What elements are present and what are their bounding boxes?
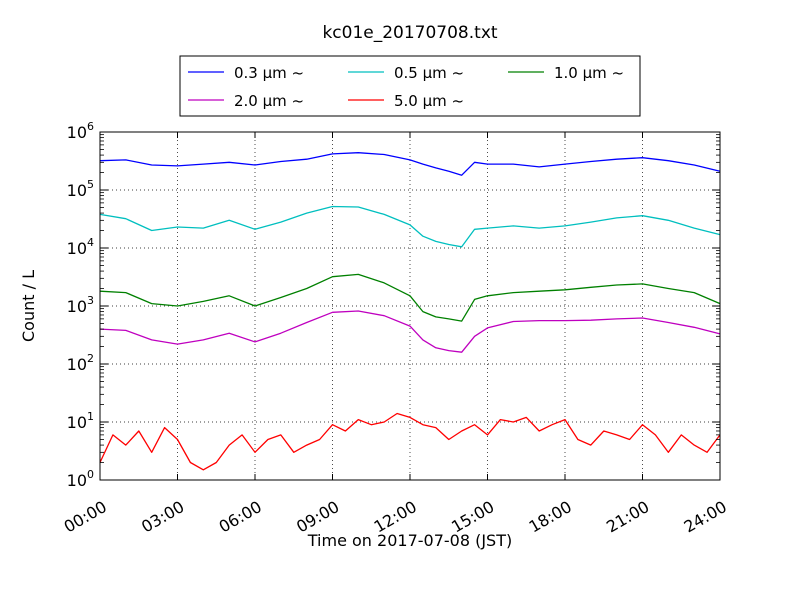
legend: 0.3 μm ~ 0.5 μm ~ 1.0 μm ~ 2.0 μm ~ 5.0 μm ~ <box>179 55 641 117</box>
plot-area: 00:00 03:00 06:00 09:00 12:00 15:00 18:00 21:00… <box>61 120 730 537</box>
x-tick-label: 18:00 <box>526 497 575 537</box>
x-tick-label: 21:00 <box>603 497 652 537</box>
series-line-2 <box>99 205 721 248</box>
x-tick-label: 24:00 <box>681 497 730 537</box>
x-tick-label: 03:00 <box>138 497 187 537</box>
x-axis-label: Time on 2017-07-08 (JST) <box>307 531 512 550</box>
y-axis-label: Count / L <box>19 270 38 342</box>
y-tick-label: 101 <box>67 410 94 432</box>
legend-label: 0.3 μm ~ <box>234 64 304 82</box>
series-line-3 <box>99 273 721 322</box>
legend-label: 1.0 μm ~ <box>554 64 624 82</box>
legend-label: 5.0 μm ~ <box>394 92 464 110</box>
series-group <box>99 152 721 471</box>
legend-label: 0.5 μm ~ <box>394 64 464 82</box>
y-tick-label: 100 <box>67 468 94 490</box>
legend-frame <box>179 55 641 117</box>
series-line-1 <box>99 152 721 176</box>
grid <box>100 132 720 480</box>
x-tick-label: 00:00 <box>61 497 110 537</box>
y-tick-label: 102 <box>67 352 94 374</box>
x-tick-label: 06:00 <box>216 497 265 537</box>
y-tick-label: 104 <box>67 236 94 258</box>
chart-title: kc01e_20170708.txt <box>322 23 497 43</box>
y-tick-label: 106 <box>67 120 94 142</box>
y-tick-label: 103 <box>67 294 94 316</box>
series-line-5 <box>99 412 721 471</box>
y-tick-label: 105 <box>67 178 94 200</box>
series-line-4 <box>99 310 721 353</box>
legend-label: 2.0 μm ~ <box>234 92 304 110</box>
